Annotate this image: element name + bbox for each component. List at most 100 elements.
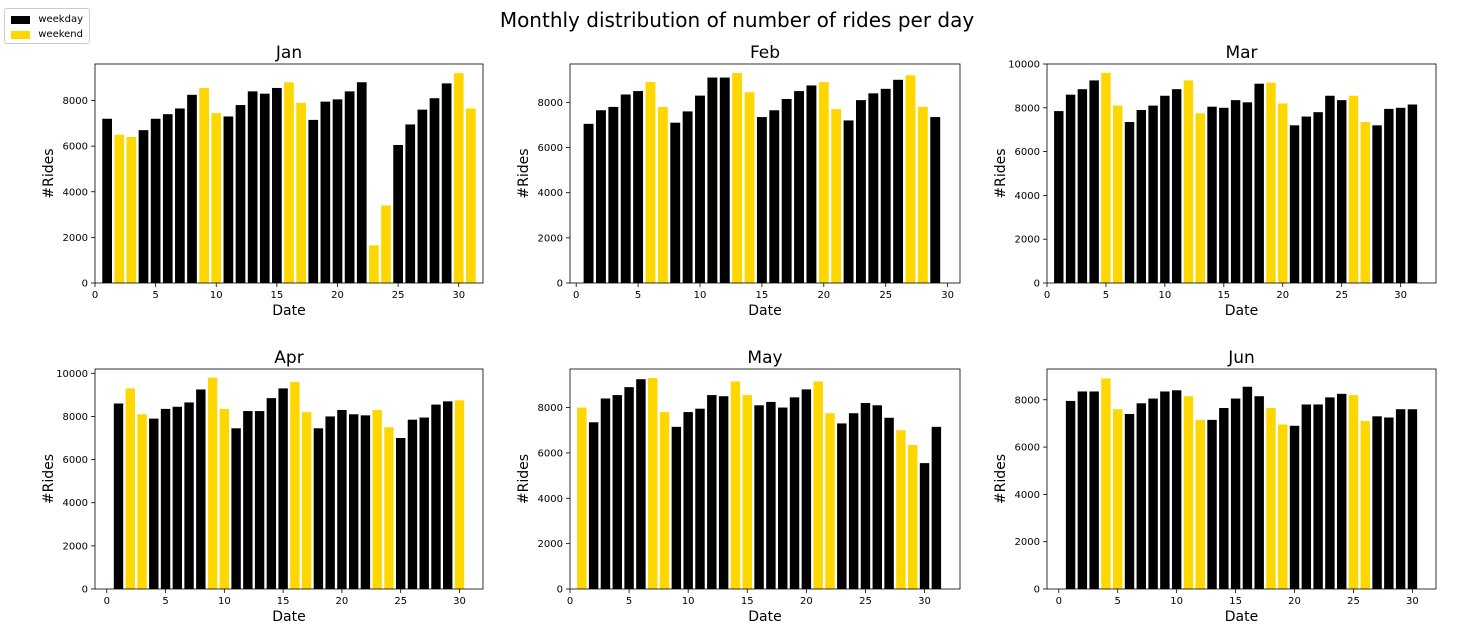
bar [848,413,859,589]
x-axis-label: Date [748,609,781,625]
x-tick-label: 30 [452,290,465,301]
bar [332,99,343,283]
bar [1183,80,1194,283]
bar [235,105,246,283]
chart-panel-mar: 0 5 10 15 20 25 30 0 2000 4000 6000 8000 10000 Mar Dat… [993,43,1437,319]
bar [1089,391,1099,589]
bar [348,414,359,589]
bar [657,106,668,284]
bar [718,396,729,589]
bar [138,130,149,283]
bar [880,88,891,283]
x-tick-label: 15 [277,596,290,607]
bar [1124,122,1135,283]
x-tick-label: 10 [1159,290,1172,301]
bar [1195,419,1205,589]
x-tick-label: 5 [1103,290,1109,301]
bar [801,389,812,589]
y-tick-label: 8000 [1015,103,1040,114]
x-tick-label: 5 [626,596,632,607]
bar [284,82,294,283]
bar [825,413,835,589]
bar [126,137,137,283]
y-tick-label: 8000 [538,403,563,414]
bar [1160,95,1170,283]
bar [344,91,355,284]
bar [272,87,282,283]
bar [730,381,741,589]
bar [1372,416,1382,589]
bar [320,101,331,283]
axes-frame [1046,368,1437,590]
x-tick-label: 30 [453,596,466,607]
bar [719,77,730,283]
bar [695,95,705,283]
y-axis-label: #Rides [516,148,532,198]
bar [223,116,234,283]
y-tick-label: 0 [557,585,563,596]
bar [659,412,670,589]
chart-panel-apr: 0 5 10 15 20 25 30 0 2000 4000 6000 8000 10000 Apr Dat… [41,348,484,625]
bar [207,377,218,589]
bar [417,109,428,284]
bar [369,245,379,283]
bar [769,110,780,283]
bar [596,110,606,283]
x-tick-label: 20 [1288,596,1301,607]
bar [247,91,258,284]
bar [1242,102,1253,283]
y-tick-label: 4000 [538,188,563,199]
x-tick-label: 25 [1347,596,1360,607]
bar [789,397,800,589]
bar [395,438,406,589]
bar [896,430,906,589]
bar [1183,396,1194,589]
bar [670,122,681,283]
x-tick-label: 10 [694,290,707,301]
y-axis-label: #Rides [993,454,1009,504]
bar [301,412,312,589]
bar [187,94,197,283]
y-tick-label: 0 [557,279,563,290]
x-tick-label: 0 [567,596,573,607]
x-tick-label: 10 [682,596,695,607]
bar [930,117,941,283]
bar [1113,105,1123,283]
x-axis-label: Date [272,303,305,319]
x-tick-label: 0 [104,596,110,607]
bar [308,119,319,283]
legend-item-weekend: weekend [11,27,83,42]
bar [259,93,270,283]
axes-frame [569,63,961,284]
bar [381,205,391,283]
bar [313,428,324,589]
y-tick-label: 4000 [63,187,88,198]
y-tick-label: 8000 [1015,395,1040,406]
bar [905,75,916,283]
bar [1065,94,1076,283]
axes-frame [94,368,484,590]
bar [114,134,125,283]
bar [466,108,476,283]
bar [243,411,253,589]
x-axis-label: Date [1225,303,1258,319]
x-tick-label: 15 [271,290,284,301]
bar [360,415,371,589]
x-axis-label: Date [748,303,781,319]
bar [1113,409,1123,589]
chart-title: Feb [750,43,780,63]
bar [1325,397,1335,589]
x-tick-label: 0 [1056,596,1062,607]
bar [454,400,465,589]
bar [931,426,942,589]
bar [813,381,823,589]
bar [856,100,866,284]
bar [184,402,194,589]
bar [1160,391,1170,589]
x-tick-label: 5 [162,596,168,607]
x-tick-label: 10 [210,290,223,301]
y-tick-label: 4000 [1015,191,1040,202]
bar [1336,100,1347,283]
x-tick-label: 25 [879,290,892,301]
bar [860,403,871,589]
